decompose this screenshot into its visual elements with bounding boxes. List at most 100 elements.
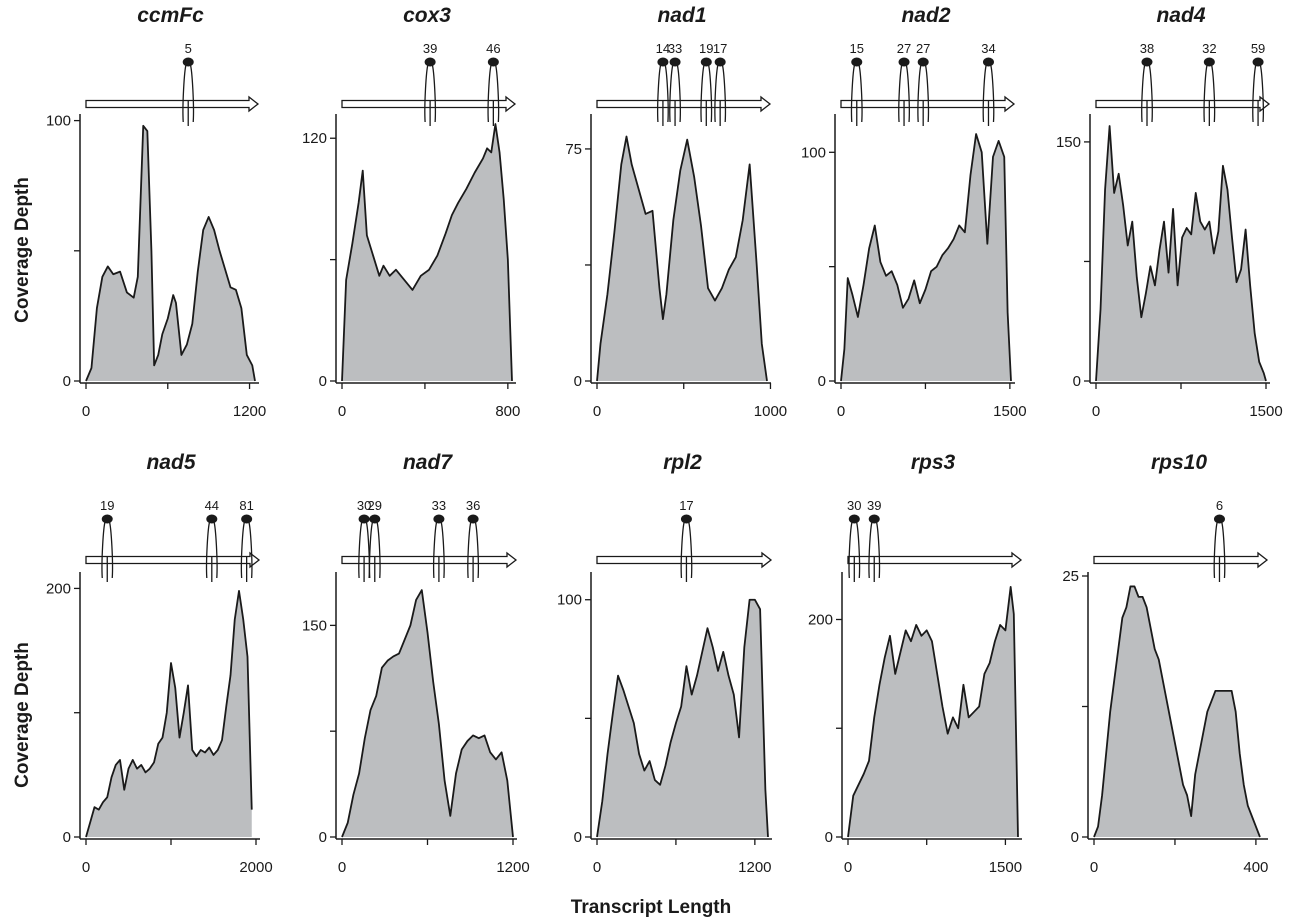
x-tick-label: 0 <box>593 403 601 420</box>
site-marker: 33 <box>668 41 682 126</box>
coverage-line <box>1093 585 1261 838</box>
y-tick-label: 25 <box>1062 568 1079 585</box>
site-loop <box>467 520 479 579</box>
y-tick-label: 0 <box>825 829 833 846</box>
y-axis-label-top: Coverage Depth <box>12 177 33 323</box>
x-tick-label: 0 <box>837 403 845 420</box>
site-dot <box>369 514 381 524</box>
site-loop <box>433 520 445 579</box>
coverage-area <box>342 590 513 837</box>
panel-rps3: rps3 30 39 0 200 0 1500 <box>808 451 1022 876</box>
x-tick-label: 0 <box>82 403 90 420</box>
site-marker: 44 <box>205 498 219 582</box>
site-count: 19 <box>100 498 114 513</box>
site-marker: 81 <box>239 498 254 582</box>
x-tick-label: 1500 <box>989 859 1022 876</box>
site-count: 17 <box>679 498 693 513</box>
y-tick-label: 150 <box>302 617 327 634</box>
site-marker: 33 <box>432 498 446 582</box>
site-dot <box>1141 57 1153 67</box>
site-loop <box>240 520 253 579</box>
site-marker: 29 <box>368 498 382 582</box>
panel-ccmFc: ccmFc 5 0 100 0 1200 <box>46 4 266 420</box>
site-dot <box>868 514 880 524</box>
panel-title: rps10 <box>1151 451 1207 474</box>
site-marker: 14 <box>656 41 670 126</box>
panel-title: rps3 <box>911 451 956 474</box>
x-tick-label: 1200 <box>233 403 266 420</box>
coverage-area <box>841 134 1011 381</box>
site-loop <box>1141 63 1153 123</box>
site-loop <box>982 63 995 123</box>
y-tick-label: 0 <box>1073 373 1081 390</box>
site-marker: 30 <box>847 498 862 582</box>
site-loop <box>424 63 437 123</box>
x-tick-label: 1500 <box>1249 403 1282 420</box>
site-dot <box>669 57 681 67</box>
y-tick-label: 200 <box>808 612 833 629</box>
site-dot <box>206 514 218 524</box>
site-loop <box>714 63 727 123</box>
site-loop <box>868 520 881 579</box>
site-dot <box>358 514 370 524</box>
site-dot <box>680 514 692 524</box>
site-count: 27 <box>916 41 930 56</box>
site-marker: 17 <box>713 41 727 126</box>
x-tick-label: 0 <box>82 859 90 876</box>
site-dot <box>424 57 436 67</box>
x-tick-label: 0 <box>1092 403 1100 420</box>
coverage-line <box>85 124 256 382</box>
site-loop <box>182 63 195 123</box>
site-loop <box>657 63 669 123</box>
y-tick-label: 120 <box>302 130 327 147</box>
site-marker: 15 <box>850 41 864 126</box>
site-marker: 46 <box>486 41 501 126</box>
site-dot <box>433 514 445 524</box>
site-count: 39 <box>423 41 437 56</box>
site-loop <box>487 63 500 123</box>
site-dot <box>241 514 253 524</box>
panel-title: cox3 <box>403 4 451 27</box>
transcript-arrow <box>1093 551 1269 569</box>
site-marker: 19 <box>100 498 114 582</box>
panel-title: nad4 <box>1156 4 1205 27</box>
y-tick-label: 200 <box>46 580 71 597</box>
site-count: 44 <box>205 498 219 513</box>
site-dot <box>1213 514 1225 524</box>
transcript-arrow <box>596 95 772 113</box>
coverage-line <box>847 585 1019 838</box>
site-count: 5 <box>185 41 192 56</box>
panel-title: rpl2 <box>663 451 702 474</box>
site-dot <box>101 514 113 524</box>
site-dot <box>917 57 929 67</box>
coverage-line <box>341 589 514 838</box>
site-count: 14 <box>656 41 670 56</box>
site-count: 30 <box>847 498 861 513</box>
site-dot <box>851 57 863 67</box>
site-loop <box>101 520 114 579</box>
site-count: 6 <box>1216 498 1223 513</box>
y-tick-label: 0 <box>63 373 71 390</box>
panel-title: ccmFc <box>137 4 204 27</box>
site-count: 29 <box>368 498 382 513</box>
site-dot <box>657 57 669 67</box>
coverage-area <box>597 599 768 837</box>
coverage-area <box>342 124 512 382</box>
x-axis-label: Transcript Length <box>571 897 731 918</box>
y-tick-label: 0 <box>319 829 327 846</box>
x-tick-label: 0 <box>1090 859 1098 876</box>
y-tick-label: 150 <box>1056 134 1081 151</box>
site-loop <box>1213 520 1226 579</box>
site-dot <box>487 57 499 67</box>
x-tick-label: 1200 <box>496 859 529 876</box>
y-tick-label: 100 <box>801 144 826 161</box>
site-count: 15 <box>850 41 864 56</box>
x-tick-label: 400 <box>1243 859 1268 876</box>
coverage-area <box>86 125 255 381</box>
site-marker: 39 <box>423 41 437 126</box>
panel-rpl2: rpl2 17 0 100 0 1200 <box>557 451 773 876</box>
x-tick-label: 1500 <box>993 403 1026 420</box>
site-count: 81 <box>239 498 253 513</box>
